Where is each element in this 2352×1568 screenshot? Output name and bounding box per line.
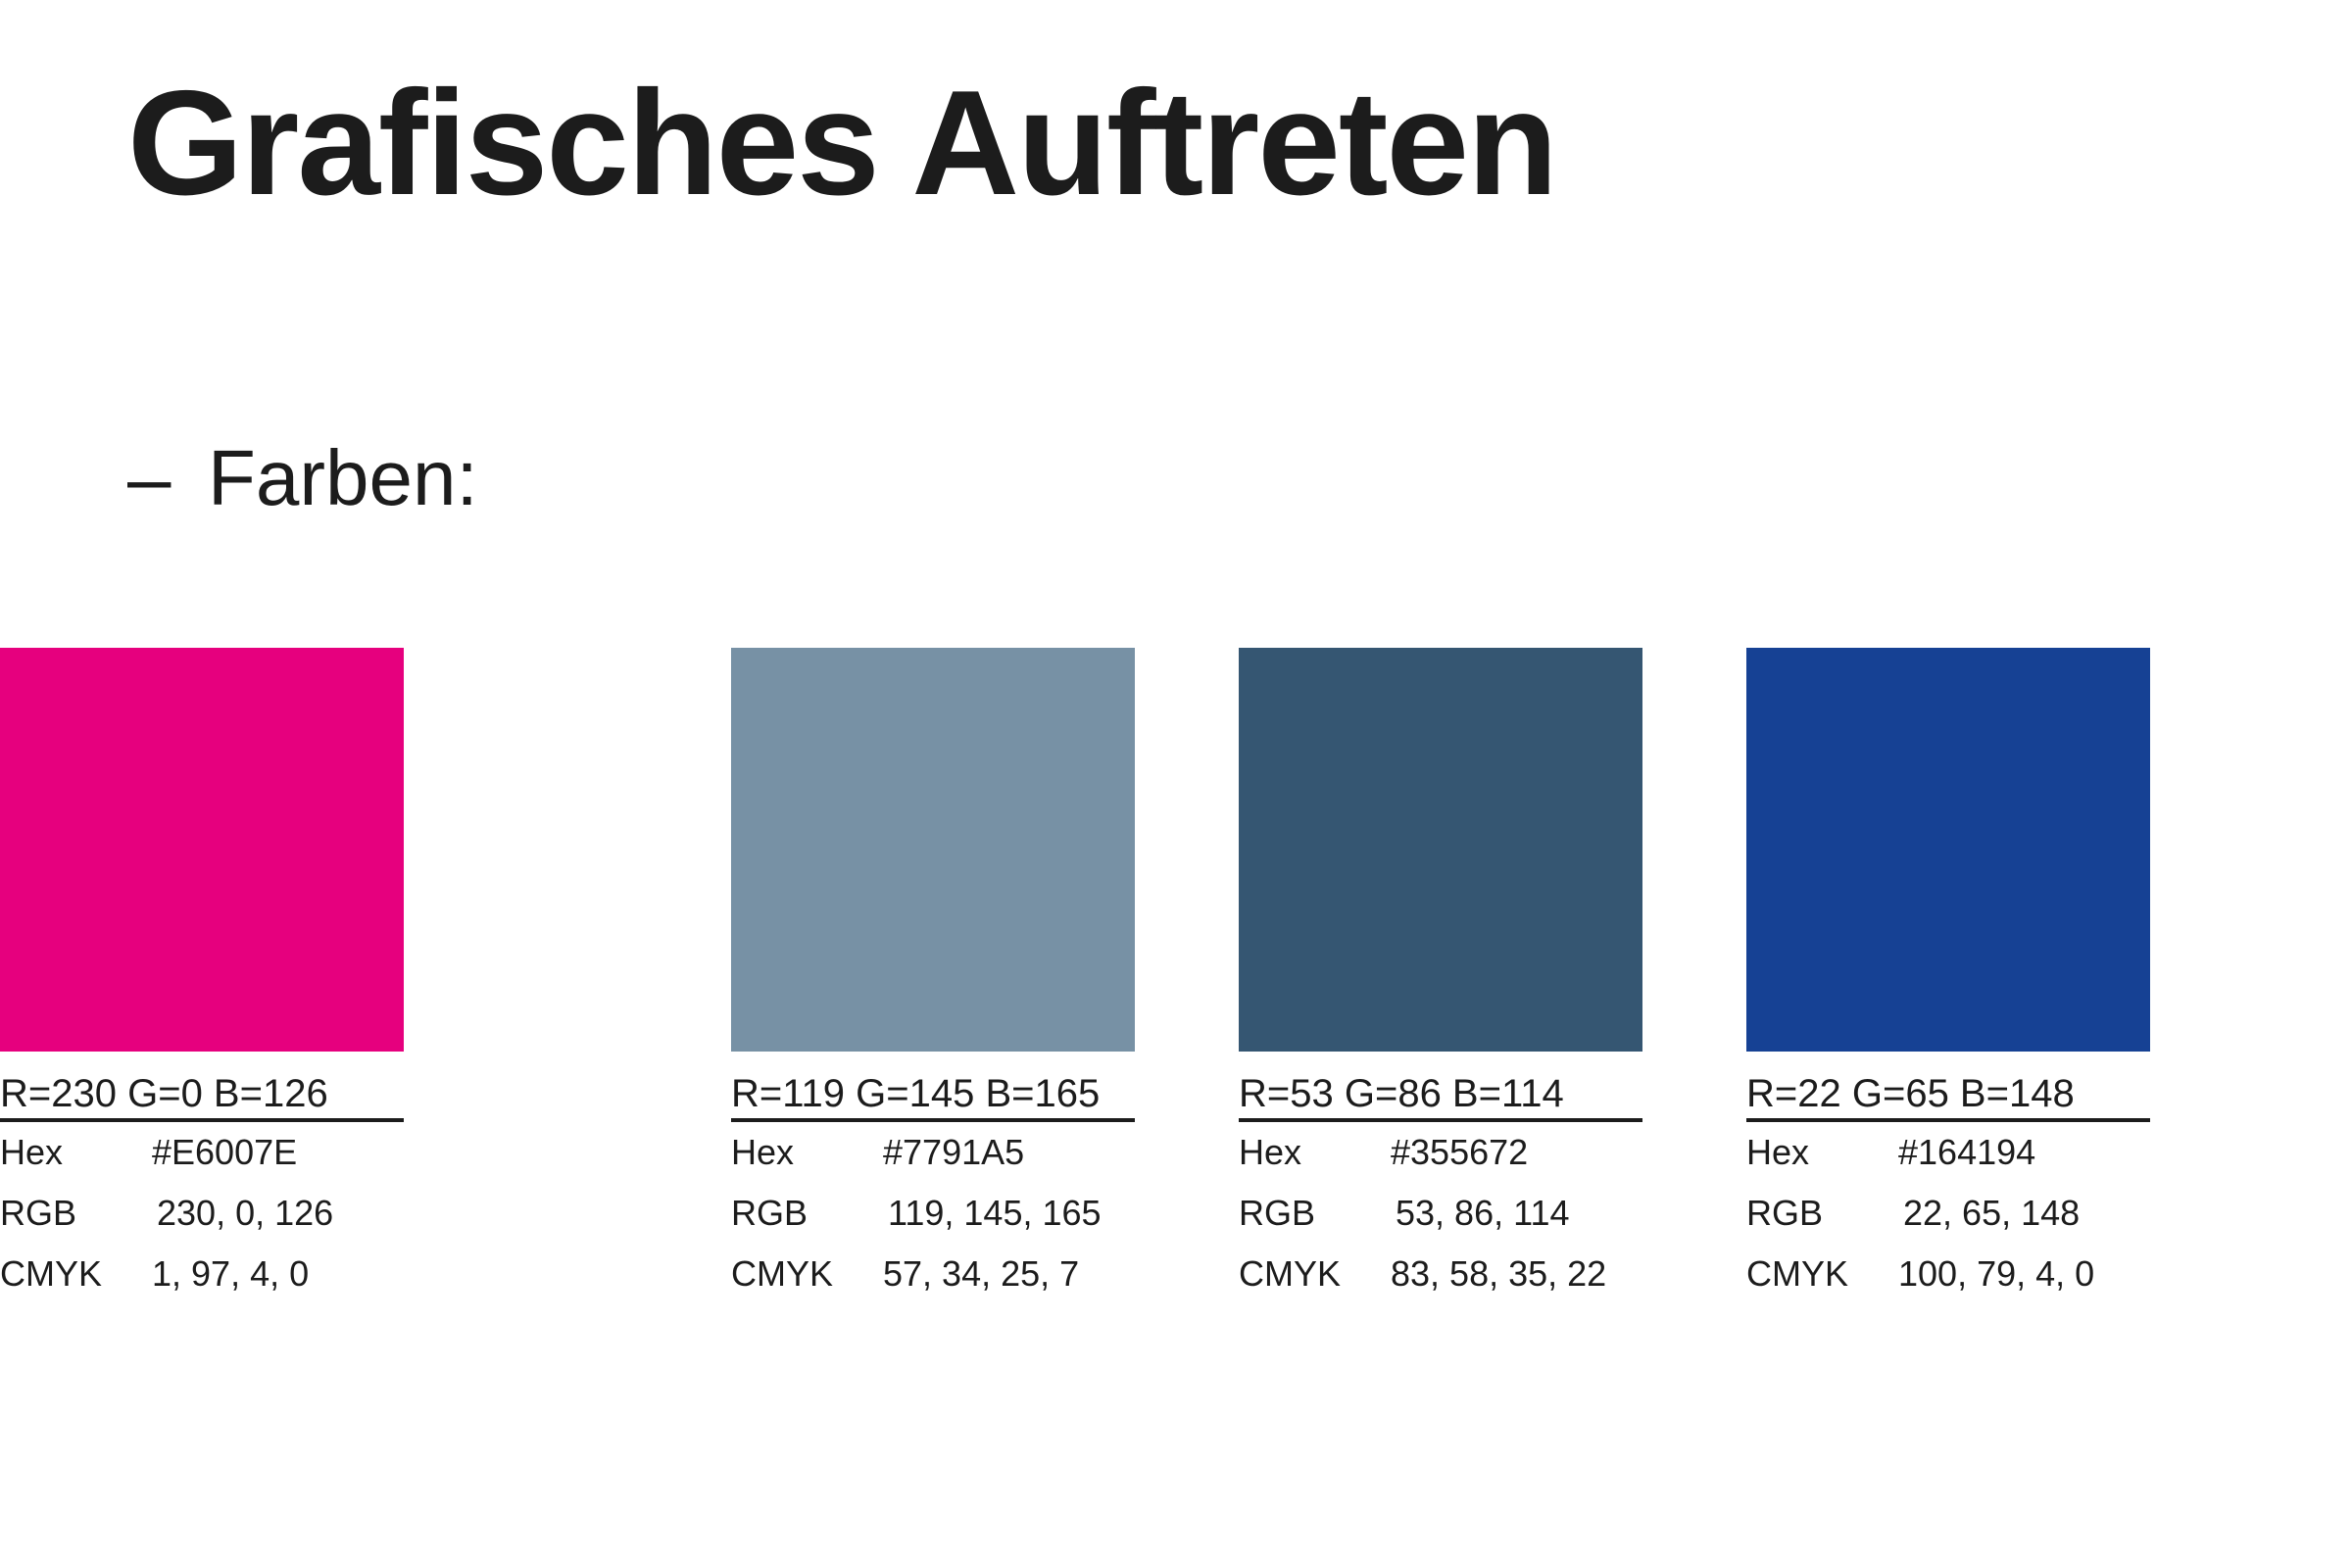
rgb-value: 119, 145, 165 — [888, 1193, 1102, 1233]
cmyk-label: CMYK — [731, 1253, 834, 1294]
color-card-4: R=230 G=0 B=126 Hex #E6007E RGB 230, 0, … — [0, 648, 404, 1304]
color-rgb-heading: R=230 G=0 B=126 — [0, 1070, 404, 1122]
hex-label: Hex — [731, 1132, 795, 1172]
cmyk-label: CMYK — [1746, 1253, 1849, 1294]
rgb-row: RGB 230, 0, 126 — [0, 1183, 404, 1244]
hex-row: Hex #164194 — [1746, 1122, 2150, 1183]
color-card-2: R=53 G=86 B=114 Hex #355672 RGB 53, 86, … — [1239, 648, 1642, 1304]
hex-label: Hex — [0, 1132, 64, 1172]
color-swatch — [1239, 648, 1642, 1052]
rgb-row: RGB 53, 86, 114 — [1239, 1183, 1642, 1244]
rgb-value: 22, 65, 148 — [1903, 1193, 2081, 1233]
color-swatch — [731, 648, 1135, 1052]
cmyk-row: CMYK 100, 79, 4, 0 — [1746, 1244, 2150, 1304]
color-card-3: R=22 G=65 B=148 Hex #164194 RGB 22, 65, … — [1746, 648, 2150, 1304]
color-rgb-heading: R=22 G=65 B=148 — [1746, 1070, 2150, 1122]
hex-row: Hex #7791A5 — [731, 1122, 1135, 1183]
color-card-1: R=119 G=145 B=165 Hex #7791A5 RGB 119, 1… — [731, 648, 1135, 1304]
section-heading: – Farben: — [127, 431, 478, 525]
cmyk-value: 57, 34, 25, 7 — [883, 1253, 1080, 1294]
rgb-label: RGB — [1239, 1193, 1316, 1233]
cmyk-value: 100, 79, 4, 0 — [1898, 1253, 2095, 1294]
color-rgb-heading: R=53 G=86 B=114 — [1239, 1070, 1642, 1122]
hex-value: #7791A5 — [883, 1132, 1025, 1172]
rgb-row: RGB 119, 145, 165 — [731, 1183, 1135, 1244]
hex-label: Hex — [1239, 1132, 1302, 1172]
hex-row: Hex #E6007E — [0, 1122, 404, 1183]
cmyk-label: CMYK — [1239, 1253, 1342, 1294]
page-title: Grafisches Auftreten — [127, 60, 1558, 226]
cmyk-row: CMYK 57, 34, 25, 7 — [731, 1244, 1135, 1304]
rgb-row: RGB 22, 65, 148 — [1746, 1183, 2150, 1244]
color-swatch — [0, 648, 404, 1052]
hex-value: #164194 — [1898, 1132, 2036, 1172]
cmyk-label: CMYK — [0, 1253, 103, 1294]
rgb-value: 53, 86, 114 — [1396, 1193, 1570, 1233]
color-rgb-heading: R=119 G=145 B=165 — [731, 1070, 1135, 1122]
bullet-dash: – — [127, 434, 172, 521]
cmyk-value: 1, 97, 4, 0 — [152, 1253, 310, 1294]
color-swatch — [1746, 648, 2150, 1052]
rgb-value: 230, 0, 126 — [157, 1193, 334, 1233]
cmyk-value: 83, 58, 35, 22 — [1391, 1253, 1607, 1294]
section-heading-label: Farben: — [208, 434, 478, 521]
cmyk-row: CMYK 1, 97, 4, 0 — [0, 1244, 404, 1304]
hex-value: #E6007E — [152, 1132, 298, 1172]
hex-label: Hex — [1746, 1132, 1810, 1172]
hex-row: Hex #355672 — [1239, 1122, 1642, 1183]
hex-value: #355672 — [1391, 1132, 1529, 1172]
rgb-label: RGB — [731, 1193, 808, 1233]
rgb-label: RGB — [0, 1193, 77, 1233]
rgb-label: RGB — [1746, 1193, 1824, 1233]
cmyk-row: CMYK 83, 58, 35, 22 — [1239, 1244, 1642, 1304]
